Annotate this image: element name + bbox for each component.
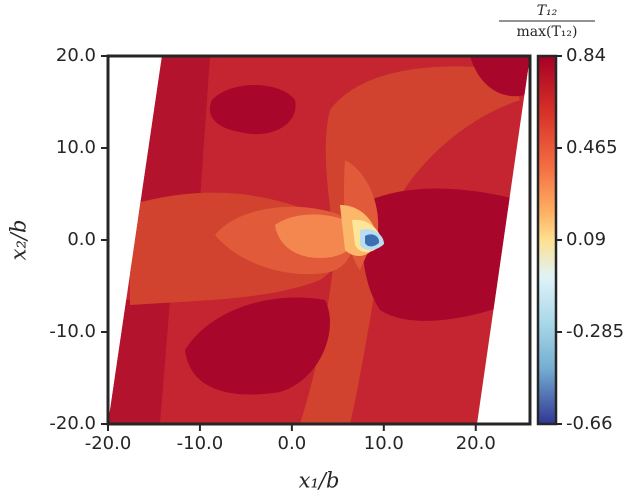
x-axis-label: x₁/b <box>299 469 340 493</box>
colorbar-tick-label: -0.66 <box>566 413 613 434</box>
colorbar-tick-label: -0.285 <box>566 321 624 342</box>
x-tick-label: -20.0 <box>85 433 132 454</box>
y-axis-label: x₂/b <box>7 220 31 261</box>
y-tick-label: 20.0 <box>56 45 96 66</box>
x-tick-label: -10.0 <box>177 433 224 454</box>
y-tick-label: 10.0 <box>56 137 96 158</box>
colorbar-tick-label: 0.84 <box>566 45 606 66</box>
colorbar-label-denominator: max(T₁₂) <box>516 24 577 40</box>
x-tick-label: 10.0 <box>364 433 404 454</box>
y-tick-label: -20.0 <box>49 413 96 434</box>
y-tick-label: 0.0 <box>67 229 96 250</box>
colorbar-tick-label: 0.465 <box>566 137 618 158</box>
colorbar-tick-label: 0.09 <box>566 229 606 250</box>
x-tick-label: 20.0 <box>456 433 496 454</box>
colorbar <box>536 54 558 426</box>
contour-field <box>108 56 530 424</box>
y-tick-label: -10.0 <box>49 321 96 342</box>
colorbar-label-numerator: T₁₂ <box>537 3 558 19</box>
x-tick-label: 0.0 <box>278 433 307 454</box>
